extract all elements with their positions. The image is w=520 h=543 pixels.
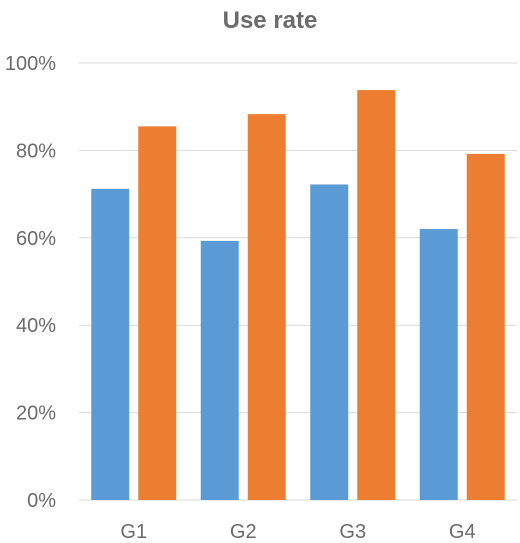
bar-g1-series-1 — [91, 188, 130, 500]
y-tick-label: 100% — [5, 53, 56, 75]
y-tick-label: 80% — [16, 140, 56, 162]
x-tick-label: G4 — [449, 521, 476, 543]
bar-g1-series-2 — [138, 126, 177, 501]
y-axis-tick-labels: 0% 20% 40% 60% 80% 100% — [5, 53, 56, 512]
bar-g4-series-1 — [419, 229, 458, 500]
x-tick-label: G2 — [230, 521, 257, 543]
bar-g2-series-2 — [247, 114, 286, 500]
bar-g2-series-1 — [200, 240, 239, 500]
y-tick-label: 20% — [16, 403, 56, 425]
bar-g4-series-2 — [466, 153, 505, 500]
y-tick-label: 60% — [16, 228, 56, 250]
bar-g3-series-1 — [310, 184, 349, 500]
bars — [91, 90, 505, 501]
y-tick-label: 40% — [16, 315, 56, 337]
y-tick-label: 0% — [27, 490, 56, 512]
chart-title: Use rate — [223, 7, 318, 34]
x-tick-label: G1 — [120, 521, 147, 543]
x-tick-label: G3 — [339, 521, 366, 543]
bar-g3-series-2 — [357, 90, 396, 501]
x-axis-tick-labels: G1 G2 G3 G4 — [120, 521, 475, 543]
